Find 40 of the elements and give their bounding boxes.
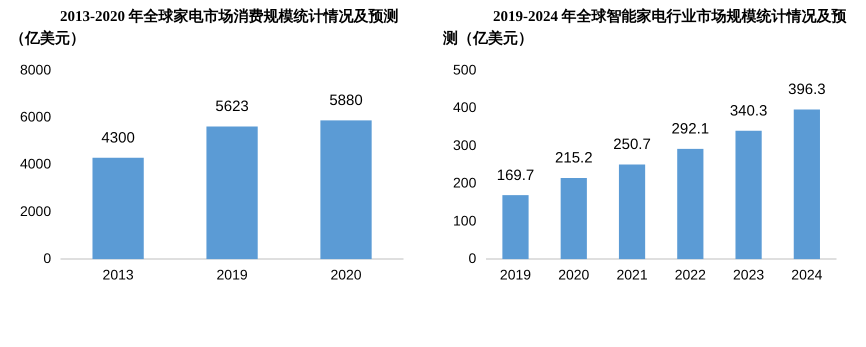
data-label: 215.2 bbox=[554, 150, 593, 167]
x-tick-label: 2020 bbox=[558, 266, 590, 282]
x-tick-label: 2021 bbox=[616, 266, 648, 282]
x-tick-label: 2013 bbox=[102, 266, 134, 282]
data-label: 340.3 bbox=[730, 102, 768, 120]
bar bbox=[320, 120, 372, 260]
bar bbox=[735, 130, 762, 260]
x-tick-label: 2024 bbox=[791, 266, 823, 282]
data-label: 169.7 bbox=[496, 166, 534, 184]
x-tick-label: 2022 bbox=[674, 266, 706, 282]
data-label: 5880 bbox=[329, 92, 363, 110]
y-tick-label: 0 bbox=[468, 250, 477, 266]
chart-title: 2013-2020 年全球家电市场消费规模统计情况及预测（亿美元） bbox=[9, 7, 400, 49]
x-tick-label: 2019 bbox=[500, 266, 532, 282]
bar bbox=[677, 148, 704, 260]
x-tick-label: 2023 bbox=[733, 266, 764, 282]
data-label: 396.3 bbox=[788, 81, 826, 98]
bar bbox=[618, 164, 646, 260]
y-tick-label: 500 bbox=[453, 61, 477, 78]
bar bbox=[502, 195, 529, 260]
y-tick-label: 4000 bbox=[20, 156, 52, 172]
y-tick-label: 200 bbox=[453, 174, 477, 191]
y-tick-label: 6000 bbox=[20, 108, 52, 124]
chart-title: 2019-2024 年全球智能家电行业市场规模统计情况及预测（亿美元） bbox=[442, 7, 848, 49]
y-tick-label: 300 bbox=[453, 136, 477, 153]
data-label: 5623 bbox=[215, 98, 249, 116]
x-tick-label: 2020 bbox=[330, 266, 362, 282]
y-tick-label: 400 bbox=[453, 99, 477, 116]
y-tick-label: 2000 bbox=[20, 202, 52, 219]
data-label: 292.1 bbox=[672, 120, 710, 138]
y-tick-label: 8000 bbox=[20, 61, 52, 78]
bar bbox=[206, 126, 258, 260]
data-label: 250.7 bbox=[613, 136, 651, 154]
x-tick-label: 2019 bbox=[216, 266, 248, 282]
y-tick-label: 0 bbox=[43, 250, 52, 266]
bar bbox=[794, 110, 820, 260]
data-label: 4300 bbox=[101, 129, 135, 146]
bar bbox=[560, 178, 587, 260]
bar bbox=[92, 158, 144, 260]
y-tick-label: 100 bbox=[453, 212, 477, 228]
